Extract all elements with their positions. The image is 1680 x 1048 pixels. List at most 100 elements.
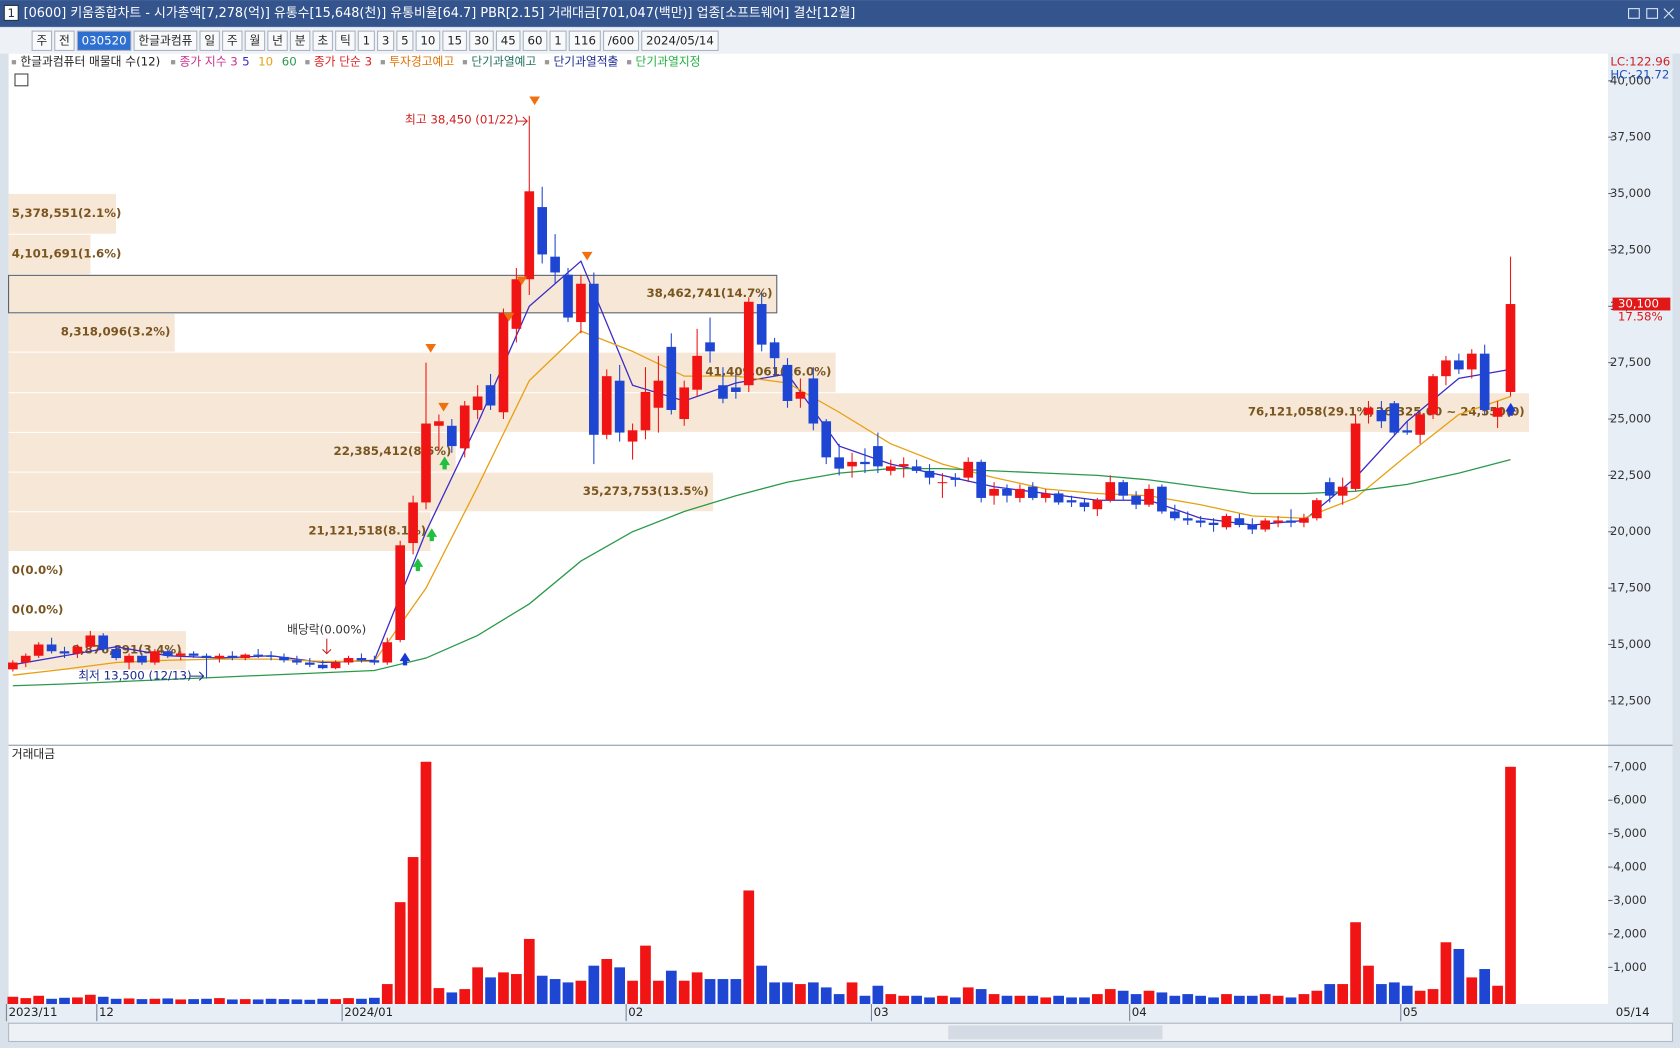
volume-bar	[691, 972, 703, 1004]
toolbar-button[interactable]	[335, 30, 356, 51]
scrollbar[interactable]	[8, 1022, 1674, 1043]
y-tick-label: 15,000	[1610, 637, 1651, 651]
toolbar-button[interactable]	[312, 30, 333, 51]
toolbar-button[interactable]	[289, 30, 311, 51]
volume-bar	[627, 980, 638, 1004]
candle-body	[576, 283, 586, 323]
candle-body	[1131, 495, 1141, 505]
maximize[interactable]	[1646, 8, 1659, 19]
toolbar-button[interactable]	[31, 30, 53, 51]
window-title: [0600] 키움종합차트 - 시가총액[7,278(억)] 유통수[15,64…	[24, 6, 856, 21]
volume-bar	[343, 998, 354, 1004]
candle-body	[124, 655, 134, 663]
toolbar-label: 전	[59, 33, 70, 47]
volume-bar	[1104, 989, 1116, 1004]
volume-panel	[8, 745, 1609, 1004]
candle-body	[898, 464, 909, 467]
volume-bar	[110, 998, 122, 1004]
minimize[interactable]	[1628, 8, 1640, 19]
toolbar-button[interactable]	[442, 30, 468, 51]
candle-body	[253, 654, 263, 656]
legend-entry: 종가 단순 3	[314, 55, 372, 69]
volume-bar	[123, 998, 135, 1004]
low-annotation: 최저 13,500 (12/13)	[78, 669, 191, 683]
volume-bar	[1079, 997, 1090, 1004]
candle-body	[1286, 520, 1296, 523]
candle-body	[1428, 376, 1438, 415]
toolbar-button[interactable]	[244, 30, 266, 51]
volume-bar	[1311, 990, 1323, 1004]
toolbar-button[interactable]	[568, 30, 601, 51]
volume-bar	[1363, 965, 1374, 1004]
volume-tick-label: 6,000	[1613, 793, 1647, 807]
volume-bar	[911, 995, 922, 1004]
candle-body	[382, 642, 393, 663]
toolbar-button[interactable]	[495, 30, 521, 51]
profile-band	[8, 274, 778, 314]
price-marker	[1612, 297, 1671, 311]
volume-bar	[162, 998, 174, 1004]
toolbar-button[interactable]	[76, 30, 132, 51]
volume-bar	[84, 994, 96, 1004]
candle-body	[627, 430, 638, 442]
price-change: 17.58%	[1618, 309, 1663, 323]
candle-body	[1454, 360, 1464, 370]
candle-body	[292, 660, 302, 663]
candle-body	[924, 470, 935, 478]
toolbar-button[interactable]	[357, 30, 375, 51]
toolbar-button[interactable]	[641, 30, 719, 51]
y-tick-label: 17,500	[1610, 581, 1651, 595]
volume-tick-label: 1,000	[1613, 960, 1647, 974]
volume-tick-label: 7,000	[1613, 759, 1647, 773]
legend-entry: 10	[258, 55, 273, 69]
close[interactable]	[1663, 8, 1674, 19]
toolbar-button[interactable]	[549, 30, 567, 51]
volume-bar	[820, 987, 832, 1004]
toolbar-label: 년	[272, 33, 283, 47]
candle-body	[98, 635, 109, 650]
candle-body	[550, 256, 560, 273]
toolbar-label: 10	[420, 33, 435, 47]
volume-bar	[459, 989, 471, 1004]
toolbar-button[interactable]	[222, 30, 243, 51]
high-arrow	[516, 116, 528, 126]
scroll-thumb[interactable]	[948, 1025, 1163, 1040]
volume-bar	[1440, 942, 1452, 1004]
volume-bar	[420, 761, 432, 1004]
volume-bar	[717, 979, 729, 1004]
volume-bar	[1414, 990, 1426, 1004]
y-tick-label: 37,500	[1610, 130, 1651, 144]
candle-body	[1273, 520, 1283, 523]
candle-body	[782, 364, 793, 401]
volume-bar	[252, 999, 264, 1004]
candle-body	[369, 660, 380, 663]
toolbar-button[interactable]	[267, 30, 288, 51]
profile-label: 35,273,753(13.5%)	[583, 484, 709, 498]
volume-bar	[1427, 989, 1439, 1004]
toolbar-button[interactable]	[415, 30, 441, 51]
end-date: 05/14	[1616, 1005, 1650, 1019]
toolbar-button[interactable]	[469, 30, 494, 51]
volume-bar	[1479, 969, 1491, 1004]
candle-body	[1505, 304, 1516, 392]
toolbar-button[interactable]	[522, 30, 548, 51]
candle-body	[679, 387, 690, 420]
volume-bar	[1272, 995, 1284, 1004]
toolbar-button[interactable]	[54, 30, 75, 51]
toolbar-label: 30	[474, 33, 489, 47]
toolbar-button[interactable]	[377, 30, 395, 51]
candle-body	[227, 655, 238, 659]
volume-bar	[833, 994, 845, 1004]
toolbar-button[interactable]	[133, 30, 198, 51]
toolbar-button[interactable]	[396, 30, 414, 51]
candle-body	[1299, 518, 1309, 523]
table-icon[interactable]	[14, 73, 29, 87]
candle-body	[1157, 486, 1167, 512]
x-tick-label: 2024/01	[344, 1005, 393, 1019]
toolbar-button[interactable]	[602, 30, 640, 51]
candle-body	[795, 391, 806, 399]
toolbar-label: 주	[227, 33, 238, 47]
volume-bar	[523, 938, 535, 1004]
profile-label: 22,385,412(8.6%)	[334, 444, 452, 458]
toolbar-button[interactable]	[199, 30, 220, 51]
